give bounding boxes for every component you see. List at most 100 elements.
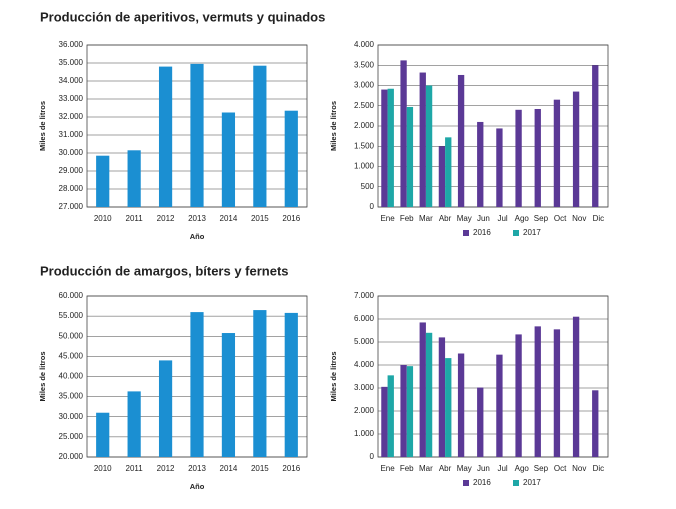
legend-swatch <box>513 480 519 486</box>
y-tick-label: 4.000 <box>354 40 375 49</box>
x-tick-label: Nov <box>572 464 586 473</box>
x-axis-label: Año <box>190 482 205 491</box>
x-tick-label: Feb <box>400 464 414 473</box>
y-tick-label: 29.000 <box>59 166 84 175</box>
y-tick-label: 3.000 <box>354 81 375 90</box>
y-axis-label: Miles de litros <box>329 101 338 151</box>
bar <box>190 312 204 457</box>
bar <box>553 329 561 457</box>
x-tick-label: 2015 <box>251 214 269 223</box>
bar <box>406 366 414 457</box>
y-tick-label: 30.000 <box>59 148 84 157</box>
y-tick-label: 30.000 <box>59 412 84 421</box>
y-axis-label: Miles de litros <box>38 101 47 151</box>
y-tick-label: 25.000 <box>59 432 84 441</box>
bar <box>400 60 407 207</box>
bar <box>515 334 522 457</box>
x-tick-label: May <box>457 214 472 223</box>
x-tick-label: Jun <box>477 214 490 223</box>
bar <box>572 91 580 207</box>
x-tick-label: 2011 <box>126 214 144 223</box>
plot-frame <box>377 295 609 458</box>
plot-frame <box>377 44 609 208</box>
bar <box>438 337 446 457</box>
bar <box>425 85 433 207</box>
bar <box>477 387 484 457</box>
bar <box>592 390 599 457</box>
bar <box>457 353 465 457</box>
bar <box>221 333 236 457</box>
y-tick-label: 40.000 <box>59 372 84 381</box>
y-tick-label: 1.000 <box>354 429 375 438</box>
x-tick-label: 2016 <box>282 464 300 473</box>
x-tick-label: Oct <box>554 464 567 473</box>
y-tick-label: 3.500 <box>354 60 375 69</box>
legend-swatch <box>463 230 469 236</box>
x-tick-label: Jun <box>477 464 490 473</box>
bar <box>387 88 394 207</box>
bar <box>496 354 503 457</box>
y-tick-label: 34.000 <box>59 76 84 85</box>
bar <box>445 358 452 457</box>
x-tick-label: 2013 <box>188 214 206 223</box>
x-tick-label: Ene <box>380 464 395 473</box>
bar <box>96 412 110 457</box>
section-title: Producción de aperitivos, vermuts y quin… <box>40 9 325 24</box>
x-tick-label: Oct <box>554 214 567 223</box>
y-tick-label: 4.000 <box>354 360 375 369</box>
legend-label: 2017 <box>523 478 541 487</box>
bar <box>127 391 141 457</box>
x-tick-label: Sep <box>534 464 549 473</box>
y-tick-label: 1.000 <box>354 162 375 171</box>
x-tick-label: Dic <box>593 464 605 473</box>
x-tick-label: Feb <box>400 214 414 223</box>
y-tick-label: 35.000 <box>59 58 84 67</box>
x-tick-label: Abr <box>439 464 452 473</box>
y-tick-label: 28.000 <box>59 184 84 193</box>
x-tick-label: Dic <box>593 214 605 223</box>
y-tick-label: 2.000 <box>354 121 375 130</box>
x-tick-label: Ago <box>515 464 530 473</box>
x-tick-label: Ago <box>515 214 530 223</box>
bar <box>127 150 141 207</box>
legend-swatch <box>463 480 469 486</box>
x-tick-label: Abr <box>439 214 452 223</box>
x-tick-label: 2010 <box>94 214 112 223</box>
bar <box>221 112 236 207</box>
bar <box>496 128 503 207</box>
x-tick-label: 2015 <box>251 464 269 473</box>
bar <box>253 65 267 207</box>
y-tick-label: 2.000 <box>354 406 375 415</box>
x-tick-label: Jul <box>497 214 507 223</box>
x-tick-label: 2014 <box>220 464 238 473</box>
y-tick-label: 60.000 <box>59 291 84 300</box>
bar <box>534 108 541 207</box>
legend-label: 2016 <box>473 228 491 237</box>
x-tick-label: Mar <box>419 464 433 473</box>
bar <box>284 312 298 457</box>
bar <box>592 65 599 207</box>
y-tick-label: 50.000 <box>59 331 84 340</box>
x-tick-label: 2013 <box>188 464 206 473</box>
x-tick-label: Sep <box>534 214 549 223</box>
y-tick-label: 500 <box>361 182 375 191</box>
x-tick-label: 2014 <box>220 214 238 223</box>
y-axis-label: Miles de litros <box>329 351 338 401</box>
x-tick-label: Jul <box>497 464 507 473</box>
y-tick-label: 45.000 <box>59 351 84 360</box>
legend-label: 2017 <box>523 228 541 237</box>
y-tick-label: 0 <box>370 202 375 211</box>
bar <box>284 110 298 207</box>
x-tick-label: 2012 <box>157 464 175 473</box>
bar <box>477 121 484 207</box>
y-tick-label: 36.000 <box>59 40 84 49</box>
y-tick-label: 7.000 <box>354 291 375 300</box>
y-tick-label: 31.000 <box>59 130 84 139</box>
x-tick-label: Mar <box>419 214 433 223</box>
y-tick-label: 3.000 <box>354 383 375 392</box>
bar <box>381 386 388 457</box>
y-tick-label: 55.000 <box>59 311 84 320</box>
x-tick-label: May <box>457 464 472 473</box>
y-tick-label: 2.500 <box>354 101 375 110</box>
